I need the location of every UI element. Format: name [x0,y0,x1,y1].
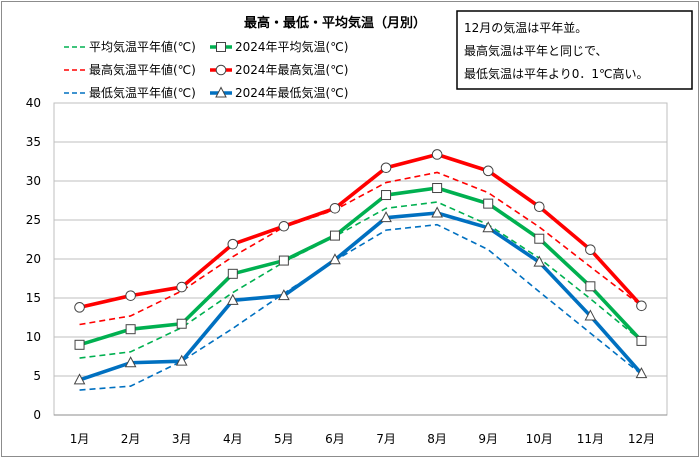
legend: 平均気温平年値(℃) 2024年平均気温(℃) 最高気温平年値(℃) 2024年最高気… [64,39,348,100]
series-3 [79,171,642,326]
data-point [329,253,341,265]
legend-label: 2024年最低気温(℃) [235,85,348,100]
legend-label: 最低気温平年値(℃) [89,85,196,100]
data-point [226,293,239,305]
x-axis-tick-labels: 1月 2月 3月 4月 5月 6月 7月 8月 9月 10月 11月 12月 [70,432,655,446]
series-line [79,223,642,391]
legend-item-3: 最高気温平年値(℃) [64,62,196,77]
legend-label: 平均気温平年値(℃) [89,39,196,54]
y-tick-label: 0 [33,408,41,422]
data-point [431,206,443,218]
gridlines [53,102,668,416]
data-point [585,244,596,255]
data-point [176,281,188,293]
y-tick-label: 35 [26,135,41,149]
data-point [176,318,187,329]
data-point [431,149,443,160]
data-point [74,339,85,350]
x-tick-label: 1月 [70,432,90,446]
legend-item-2: 2024年平均気温(℃) [210,39,348,54]
legend-label: 2024年最高気温(℃) [235,62,348,77]
series-line [79,201,642,359]
data-point [278,289,290,301]
y-tick-label: 25 [26,213,41,227]
series-6 [73,206,648,385]
legend-item-4: 2024年最高気温(℃) [210,62,348,77]
data-point [636,300,647,312]
series-1 [79,201,642,359]
legend-marker [215,64,227,76]
series-line [79,186,643,347]
y-tick-label: 5 [33,369,41,383]
data-point [585,281,596,292]
annotation-line-2: 最高気温は平年と同じで、 [464,43,608,58]
legend-item-5: 最低気温平年値(℃) [64,85,196,100]
x-tick-label: 8月 [427,432,447,446]
series-line [79,152,643,310]
x-tick-label: 4月 [223,432,243,446]
x-tick-label: 3月 [172,432,192,446]
x-tick-label: 9月 [478,432,498,446]
data-point [533,201,545,213]
data-point [227,238,239,250]
data-point [533,255,546,267]
legend-marker [215,86,227,98]
data-point [432,183,443,194]
data-point [482,221,495,233]
annotation-line-1: 12月の気温は平年並。 [464,20,587,35]
legend-label: 2024年平均気温(℃) [235,39,348,54]
chart-title: 最高・最低・平均気温（月別） [244,15,426,31]
annotation-box: 12月の気温は平年並。 最高気温は平年と同じで、 最低気温は平年より0．1℃高い… [456,10,693,90]
data-point [534,233,545,244]
y-tick-label: 10 [26,330,41,344]
data-point [278,220,290,232]
data-point [584,309,597,321]
data-point [278,255,289,266]
y-tick-label: 40 [26,96,41,110]
data-point [227,268,238,279]
data-point [380,211,392,223]
x-tick-label: 7月 [376,432,396,446]
series-5 [79,223,642,391]
x-tick-label: 6月 [325,432,345,446]
series-2 [74,183,647,350]
data-point [482,165,494,177]
series-line [79,171,642,326]
data-point [124,356,137,368]
legend-item-1: 平均気温平年値(℃) [64,39,196,54]
data-point [73,373,86,385]
x-tick-label: 2月 [121,432,141,446]
data-point [125,324,136,335]
series-lines [73,149,648,391]
series-4 [74,149,647,313]
x-tick-label: 11月 [577,432,604,446]
data-point [329,230,340,241]
data-point [125,290,136,301]
data-point [329,203,341,214]
legend-marker [216,42,226,52]
data-point [483,198,494,209]
annotation-line-3: 最低気温は平年より0．1℃高い。 [464,66,649,81]
x-tick-label: 12月 [628,432,655,446]
data-point [635,367,648,379]
annotation-frame [456,10,693,90]
data-point [381,190,392,201]
legend-label: 最高気温平年値(℃) [89,62,196,77]
y-tick-label: 20 [26,252,41,266]
y-tick-label: 30 [26,174,41,188]
series-line [78,211,643,382]
data-point [74,302,85,313]
y-tick-label: 15 [26,291,41,305]
data-point [636,335,647,346]
x-tick-label: 5月 [274,432,294,446]
legend-item-6: 2024年最低気温(℃) [210,85,348,100]
data-point [175,354,188,366]
data-point [380,162,392,174]
y-axis-tick-labels: 0 5 10 15 20 25 30 35 40 [26,96,41,422]
x-tick-label: 10月 [526,432,553,446]
